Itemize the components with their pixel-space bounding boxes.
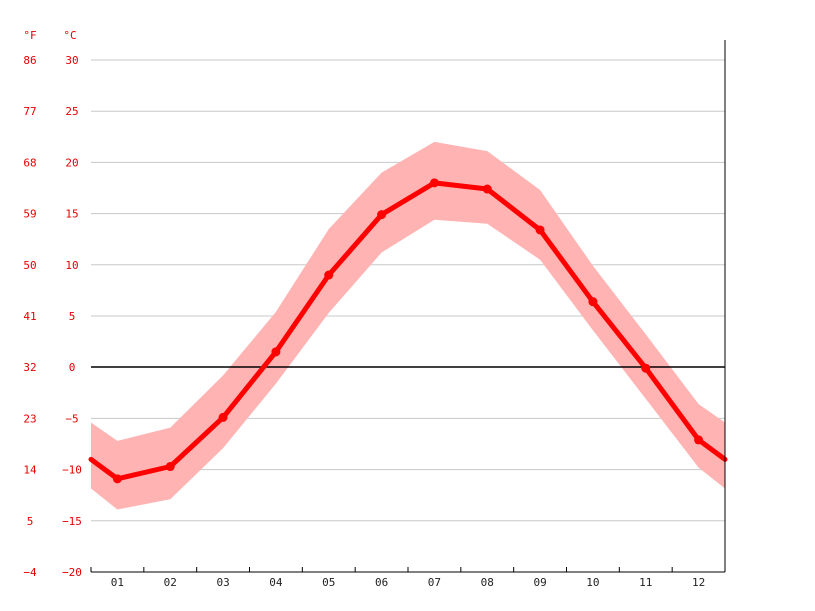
y-tick-fahrenheit: −4 (23, 566, 37, 579)
average-point (218, 412, 228, 422)
average-temperature-series (88, 178, 728, 484)
y-tick-celsius: −20 (62, 566, 82, 579)
y-tick-fahrenheit: 50 (23, 259, 36, 272)
average-point (112, 474, 122, 484)
x-tick-label: 03 (216, 576, 229, 589)
x-tick-label: 06 (375, 576, 388, 589)
celsius-unit-label: °C (63, 29, 76, 42)
x-tick-label: 04 (269, 576, 283, 589)
y-tick-fahrenheit: 14 (23, 464, 37, 477)
y-tick-celsius: 5 (69, 310, 76, 323)
average-point (482, 184, 492, 194)
y-axis-labels: 86 30 77 25 68 20 59 15 50 10 41 5 32 0 23 −5 14 −10 5 −15 −… (23, 54, 82, 579)
average-point (377, 210, 387, 220)
average-point (165, 462, 175, 472)
min-max-band (91, 141, 725, 510)
y-tick-celsius: 20 (65, 156, 78, 169)
temperature-range-band (91, 141, 725, 510)
x-tick-label: 12 (692, 576, 705, 589)
average-point (324, 270, 334, 280)
average-point (588, 297, 598, 307)
y-tick-fahrenheit: 5 (27, 515, 34, 528)
y-tick-fahrenheit: 77 (23, 105, 36, 118)
average-point (429, 178, 439, 188)
average-line (88, 180, 728, 482)
y-tick-fahrenheit: 23 (23, 412, 36, 425)
y-tick-celsius: 0 (69, 361, 76, 374)
y-tick-celsius: 10 (65, 259, 78, 272)
y-tick-celsius: −5 (65, 412, 78, 425)
y-tick-fahrenheit: 41 (23, 310, 36, 323)
y-tick-fahrenheit: 32 (23, 361, 36, 374)
y-tick-celsius: −10 (62, 464, 82, 477)
x-tick-label: 08 (481, 576, 494, 589)
y-tick-fahrenheit: 68 (23, 156, 36, 169)
average-point (271, 347, 281, 357)
x-tick-label: 10 (586, 576, 599, 589)
average-point (641, 363, 651, 373)
y-tick-fahrenheit: 86 (23, 54, 36, 67)
y-tick-celsius: 15 (65, 208, 78, 221)
x-tick-label: 01 (111, 576, 124, 589)
average-point (535, 225, 545, 235)
x-tick-label: 11 (639, 576, 652, 589)
average-point (694, 435, 704, 445)
x-tick-label: 09 (533, 576, 546, 589)
x-axis: 01 02 03 04 05 06 07 08 09 10 11 12 (90, 567, 726, 589)
fahrenheit-unit-label: °F (23, 29, 36, 42)
y-tick-celsius: 25 (65, 105, 78, 118)
x-tick-label: 05 (322, 576, 335, 589)
y-tick-celsius: 30 (65, 54, 78, 67)
x-tick-label: 07 (428, 576, 441, 589)
y-tick-celsius: −15 (62, 515, 82, 528)
x-tick-label: 02 (164, 576, 177, 589)
y-tick-fahrenheit: 59 (23, 208, 36, 221)
